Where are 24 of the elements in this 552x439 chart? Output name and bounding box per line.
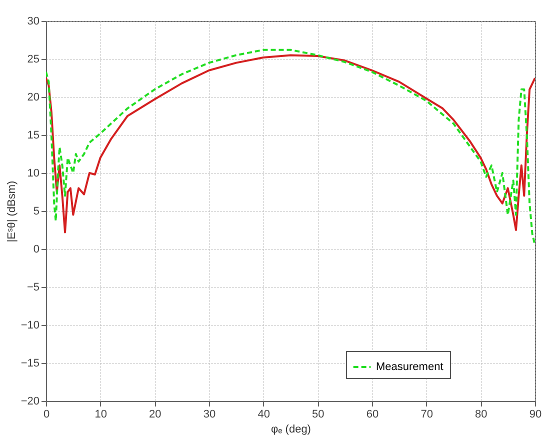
x-tick-label: 60 <box>366 408 379 420</box>
x-tick-label: 30 <box>203 408 216 420</box>
y-tick-label: 15 <box>27 130 40 142</box>
x-tick-label: 50 <box>312 408 324 420</box>
y-tick-label: 30 <box>27 16 40 28</box>
x-tick-label: 40 <box>258 408 270 420</box>
y-tick-label: 25 <box>27 54 40 66</box>
y-tick-label: 10 <box>27 168 40 180</box>
x-tick-label: 70 <box>420 408 433 420</box>
x-tick-label: 90 <box>529 408 542 420</box>
y-tick-label: 0 <box>33 244 40 256</box>
y-tick-label: −15 <box>20 358 40 370</box>
y-tick-label: −10 <box>20 320 40 332</box>
x-axis-title: φₑ (deg) <box>271 424 311 436</box>
y-tick-label: 5 <box>33 206 40 218</box>
x-tick-label: 0 <box>43 408 50 420</box>
y-axis-title: |Eˢθ| (dBsm) <box>6 180 18 242</box>
x-tick-label: 20 <box>149 408 162 420</box>
y-tick-label: −20 <box>20 396 40 408</box>
x-tick-label: 10 <box>94 408 107 420</box>
y-tick-label: 20 <box>27 92 40 104</box>
y-tick-label: −5 <box>26 282 40 294</box>
x-tick-label: 80 <box>475 408 488 420</box>
legend-label: Measurement <box>376 361 444 373</box>
